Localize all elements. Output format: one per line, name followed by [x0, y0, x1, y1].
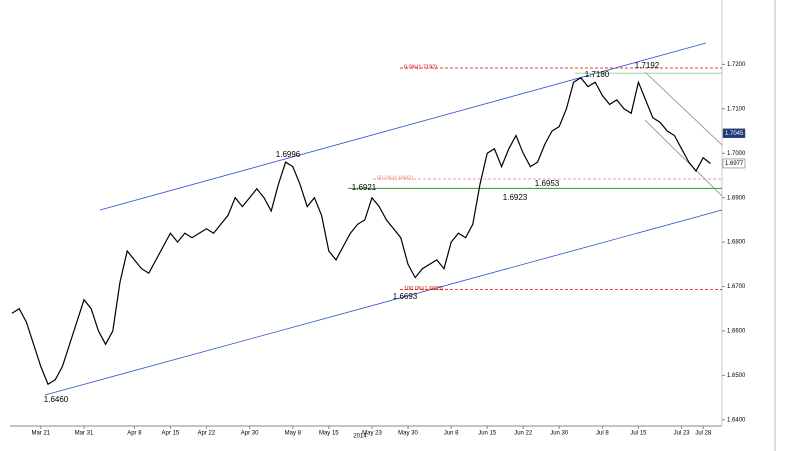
- y-tick-label: 1.6900: [727, 195, 746, 201]
- x-tick-label: Jun 22: [514, 431, 533, 437]
- y-tick-label: 1.7200: [727, 62, 746, 68]
- x-tick-label: Jun 8: [444, 431, 459, 437]
- down-channel-lower: [644, 119, 723, 197]
- price-tag-label: 1.7045: [725, 131, 744, 137]
- x-tick-label: Apr 30: [241, 431, 259, 437]
- x-tick-label: Jun 15: [478, 431, 497, 437]
- y-tick-label: 1.7100: [727, 106, 746, 112]
- x-tick-label: Jul 28: [695, 431, 712, 437]
- x-tick-label: Jul 8: [596, 431, 609, 437]
- price-line: [11, 76, 711, 386]
- x-tick-label: May 15: [319, 431, 339, 437]
- price-tag: [722, 158, 746, 169]
- point-label: 1.7192: [635, 61, 660, 70]
- price-tag: [722, 128, 746, 139]
- x-tick-label: Apr 15: [162, 431, 180, 437]
- fib-label: 50.0%(1.6942): [377, 175, 413, 181]
- x-tick-label: Apr 22: [198, 431, 216, 437]
- point-label: 1.7180: [585, 70, 610, 79]
- point-label: 1.6460: [44, 395, 69, 404]
- y-tick-label: 1.6500: [727, 373, 746, 379]
- down-channel-upper: [644, 71, 723, 146]
- y-tick-label: 1.6700: [727, 284, 746, 290]
- channel-upper: [99, 42, 707, 211]
- x-tick-label: May 23: [362, 431, 382, 437]
- x-tick-label: Mar 31: [75, 431, 94, 437]
- x-sublabel: 2014: [353, 434, 367, 440]
- point-label: 1.6921: [352, 183, 377, 192]
- y-tick-label: 1.6400: [727, 417, 746, 423]
- y-tick-label: 1.7000: [727, 151, 746, 157]
- x-tick-label: Apr 8: [127, 431, 142, 437]
- point-label: 1.6923: [503, 193, 528, 202]
- channel-lower: [44, 209, 723, 396]
- x-tick-label: Mar 21: [31, 431, 50, 437]
- x-tick-label: May 8: [285, 431, 302, 437]
- price-tag-label: 1.6977: [725, 161, 744, 167]
- point-label: 1.6953: [535, 179, 560, 188]
- point-label: 1.6996: [276, 150, 301, 159]
- x-tick-label: Jul 15: [630, 431, 647, 437]
- x-tick-label: Jun 30: [550, 431, 569, 437]
- point-label: 1.6693: [393, 292, 418, 301]
- x-tick-label: May 30: [398, 431, 418, 437]
- y-tick-label: 1.6800: [727, 240, 746, 246]
- fib-label: 0.0%(1.7192): [404, 64, 437, 70]
- y-tick-label: 1.6600: [727, 329, 746, 335]
- x-tick-label: Jul 23: [674, 431, 691, 437]
- fib-label: 100.0%(1.6693): [404, 286, 443, 292]
